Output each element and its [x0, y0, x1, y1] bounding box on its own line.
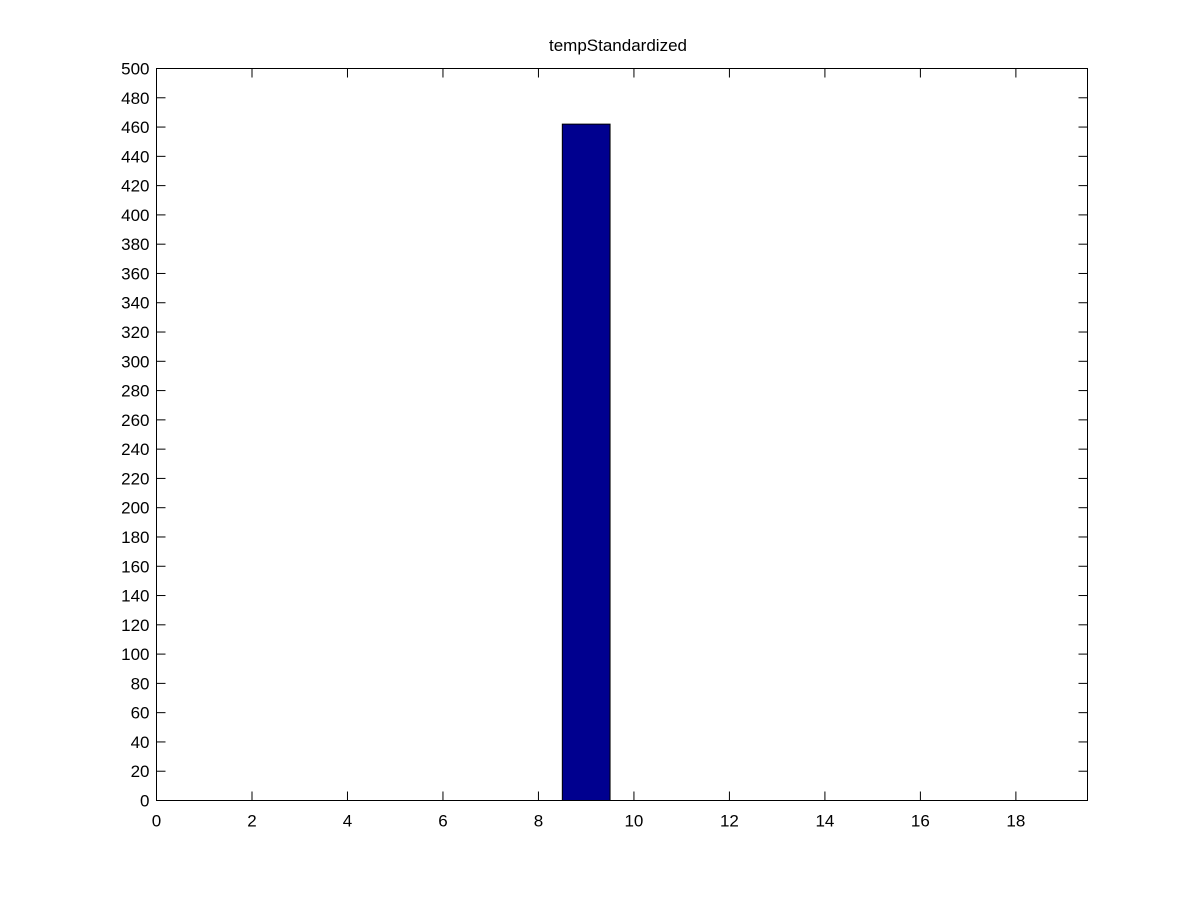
- y-tick-label: 80: [131, 674, 150, 693]
- y-tick-label: 120: [121, 616, 149, 635]
- y-tick-label: 0: [140, 792, 149, 811]
- y-tick-label: 300: [121, 352, 149, 371]
- y-tick-label: 500: [121, 60, 149, 79]
- x-tick-label: 18: [1006, 812, 1025, 831]
- x-tick-label: 6: [438, 812, 447, 831]
- y-tick-label: 160: [121, 557, 149, 576]
- x-tick-labels: 0 2 4 6 8 10 12 14 16 18: [152, 812, 1026, 831]
- y-tick-label: 320: [121, 323, 149, 342]
- y-tick-label: 340: [121, 294, 149, 313]
- y-tick-label: 480: [121, 89, 149, 108]
- y-tick-label: 40: [131, 733, 150, 752]
- y-tick-label: 260: [121, 411, 149, 430]
- y-tick-label: 140: [121, 587, 149, 606]
- y-tick-labels: 0 20 40 60 80 100 120 140 160 180 200 220 240 260 280 3…: [121, 60, 149, 811]
- y-tick-label: 180: [121, 528, 149, 547]
- y-tick-label: 60: [131, 704, 150, 723]
- x-tick-label: 10: [624, 812, 643, 831]
- x-tick-label: 16: [911, 812, 930, 831]
- bars-layer: [561, 123, 611, 801]
- axes-frame: [156, 68, 1088, 801]
- y-tick-label: 420: [121, 177, 149, 196]
- y-tick-label: 380: [121, 235, 149, 254]
- y-tick-label: 360: [121, 264, 149, 283]
- x-tick-label: 0: [152, 812, 161, 831]
- x-tick-label: 2: [247, 812, 256, 831]
- x-tick-label: 12: [720, 812, 739, 831]
- y-tick-label: 400: [121, 206, 149, 225]
- x-tick-label: 4: [343, 812, 352, 831]
- y-tick-label: 440: [121, 147, 149, 166]
- y-tick-label: 280: [121, 382, 149, 401]
- x-tick-label: 14: [815, 812, 834, 831]
- y-tick-label: 460: [121, 118, 149, 137]
- chart-title: tempStandardized: [549, 36, 687, 55]
- y-tick-label: 240: [121, 440, 149, 459]
- y-tick-label: 220: [121, 469, 149, 488]
- x-tick-label: 8: [534, 812, 543, 831]
- y-tick-label: 200: [121, 499, 149, 518]
- histogram-bar: [561, 123, 611, 801]
- y-tick-label: 100: [121, 645, 149, 664]
- y-tick-label: 20: [131, 762, 150, 781]
